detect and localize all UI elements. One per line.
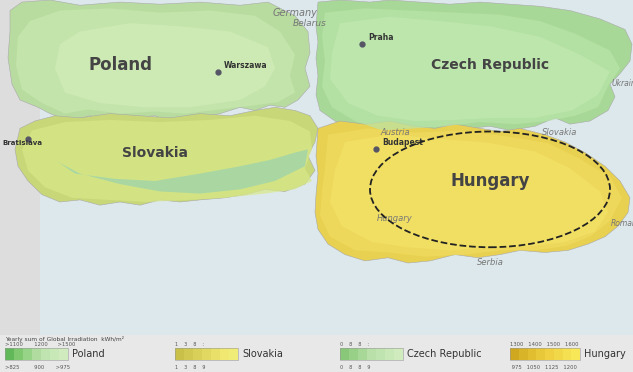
Text: Serbia: Serbia <box>477 258 503 267</box>
Text: >825         900       >975: >825 900 >975 <box>5 365 70 370</box>
Text: Poland: Poland <box>88 56 152 74</box>
Polygon shape <box>55 150 308 193</box>
Polygon shape <box>322 9 620 131</box>
Text: 1    3    8    :: 1 3 8 : <box>175 342 204 347</box>
Text: Bratislava: Bratislava <box>2 140 42 146</box>
Text: Austria: Austria <box>380 128 410 137</box>
Text: Czech Republic: Czech Republic <box>407 349 482 359</box>
Bar <box>220 348 229 360</box>
Text: 1    3    8    9: 1 3 8 9 <box>175 365 205 370</box>
Text: Germany: Germany <box>273 8 317 18</box>
Polygon shape <box>22 116 312 202</box>
Text: 0    8    8    :: 0 8 8 : <box>340 342 369 347</box>
Bar <box>32 348 41 360</box>
Bar <box>50 348 59 360</box>
Text: Slovakia: Slovakia <box>122 145 188 160</box>
Bar <box>376 348 385 360</box>
Bar <box>59 348 68 360</box>
Bar <box>175 348 184 360</box>
Bar <box>340 348 349 360</box>
Bar <box>358 348 367 360</box>
Bar <box>545 348 554 360</box>
Bar <box>23 348 32 360</box>
Polygon shape <box>55 23 275 107</box>
Text: Czech Republic: Czech Republic <box>431 58 549 72</box>
Text: Praha: Praha <box>368 33 394 42</box>
Text: Hungary: Hungary <box>450 172 530 190</box>
Polygon shape <box>15 107 318 205</box>
Bar <box>510 348 519 360</box>
Polygon shape <box>8 0 310 121</box>
Bar <box>340 348 403 360</box>
Bar <box>41 348 50 360</box>
Polygon shape <box>16 9 295 113</box>
Polygon shape <box>316 0 632 137</box>
Bar <box>229 348 238 360</box>
Bar <box>527 348 536 360</box>
Bar <box>367 348 376 360</box>
Text: Hungary: Hungary <box>377 214 413 223</box>
Bar <box>510 348 580 360</box>
Text: 1300   1400   1500   1600: 1300 1400 1500 1600 <box>510 342 579 347</box>
Text: >1100       1200      >1500: >1100 1200 >1500 <box>5 342 75 347</box>
Bar <box>563 348 571 360</box>
Bar <box>175 348 238 360</box>
Text: Poland: Poland <box>72 349 104 359</box>
Text: Budapest: Budapest <box>382 138 423 147</box>
Text: Slovakia: Slovakia <box>542 128 578 137</box>
Bar <box>519 348 527 360</box>
Text: 0    8    8    9: 0 8 8 9 <box>340 365 370 370</box>
Text: Yearly sum of Global Irradiation  kWh/m²: Yearly sum of Global Irradiation kWh/m² <box>5 336 124 342</box>
Bar <box>5 348 14 360</box>
Bar <box>202 348 211 360</box>
Bar <box>385 348 394 360</box>
Text: Romania: Romania <box>611 219 633 228</box>
Text: Slovakia: Slovakia <box>242 349 283 359</box>
Bar <box>349 348 358 360</box>
Bar <box>184 348 193 360</box>
Text: Hungary: Hungary <box>584 349 626 359</box>
Text: Ukraine: Ukraine <box>611 79 633 88</box>
Bar <box>0 0 40 337</box>
Bar <box>554 348 563 360</box>
Polygon shape <box>320 128 622 257</box>
Polygon shape <box>330 135 608 250</box>
Text: Belarus: Belarus <box>293 19 327 28</box>
Bar <box>5 348 68 360</box>
Polygon shape <box>315 121 630 263</box>
Text: Warszawa: Warszawa <box>224 61 268 70</box>
Bar <box>394 348 403 360</box>
Polygon shape <box>330 17 610 121</box>
Text: 975   1050   1125   1200: 975 1050 1125 1200 <box>510 365 577 370</box>
Bar <box>193 348 202 360</box>
Bar <box>14 348 23 360</box>
Bar <box>536 348 545 360</box>
Bar <box>211 348 220 360</box>
Bar <box>571 348 580 360</box>
